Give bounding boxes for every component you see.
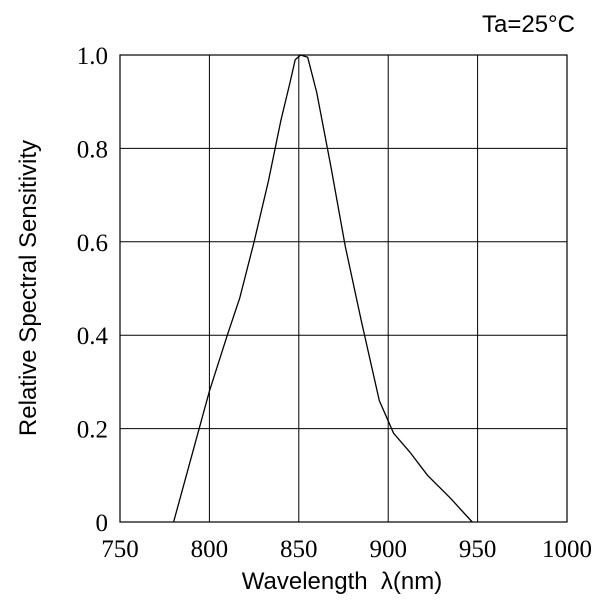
sensitivity-curve — [172, 54, 473, 523]
y-tick-label: 0 — [96, 510, 109, 537]
x-tick-label: 950 — [459, 536, 497, 563]
y-tick-label: 0.6 — [77, 230, 108, 257]
y-axis-label: Relative Spectral Sensitivity — [15, 140, 42, 436]
plot-frame — [119, 54, 568, 523]
x-axis-label: Wavelength λ(nm) — [242, 568, 443, 595]
series-layer — [172, 54, 473, 523]
x-tick-label: 800 — [191, 536, 229, 563]
y-tick-label: 0.4 — [77, 323, 109, 350]
x-tick-label: 1000 — [542, 536, 592, 563]
x-tick-label: 900 — [369, 536, 407, 563]
y-tick-label: 0.8 — [77, 136, 108, 163]
x-tick-label: 850 — [280, 536, 318, 563]
temperature-annotation: Ta=25°C — [482, 11, 575, 38]
y-tick-label: 0.2 — [77, 417, 108, 444]
grid — [119, 54, 568, 523]
y-tick-label: 1.0 — [77, 43, 108, 70]
tick-labels: 750 800 850 900 950 1000 0 0.2 0.4 0.6 0.8 1.0 — [77, 43, 592, 563]
x-tick-label: 750 — [101, 536, 139, 563]
